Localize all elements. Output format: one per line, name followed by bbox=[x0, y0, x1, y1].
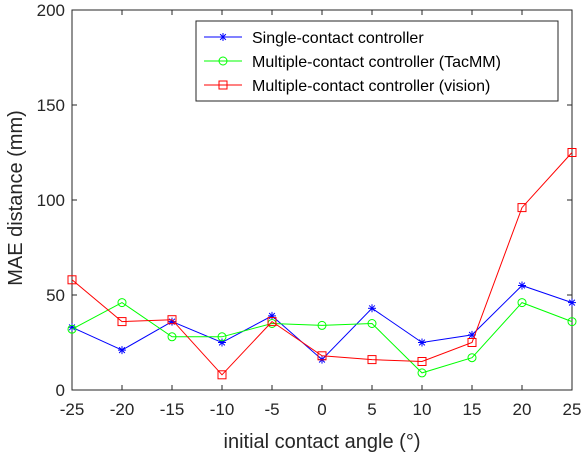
data-point bbox=[217, 370, 227, 380]
legend-marker bbox=[218, 56, 228, 66]
data-point bbox=[367, 319, 377, 328]
y-tick-label: 150 bbox=[37, 96, 65, 115]
x-tick-label: -20 bbox=[110, 400, 135, 419]
y-tick-label: 100 bbox=[37, 191, 65, 210]
data-point bbox=[167, 332, 177, 342]
y-axis-label: MAE distance (mm) bbox=[5, 110, 27, 286]
series-layer bbox=[67, 148, 577, 380]
asterisk-stroke bbox=[518, 282, 526, 289]
x-tick-label: 0 bbox=[317, 400, 326, 419]
x-tick-label: 15 bbox=[463, 400, 482, 419]
data-point bbox=[418, 338, 426, 347]
data-point bbox=[267, 317, 277, 327]
legend-box bbox=[195, 20, 559, 102]
x-tick-label: -5 bbox=[264, 400, 279, 419]
y-tick-label: 50 bbox=[46, 286, 65, 305]
x-tick-label: 20 bbox=[513, 400, 532, 419]
asterisk-stroke bbox=[368, 305, 376, 312]
data-point bbox=[67, 275, 77, 285]
legend-label: Multiple-contact controller (vision) bbox=[252, 78, 490, 95]
data-point bbox=[368, 304, 376, 313]
data-point bbox=[117, 317, 127, 327]
x-tick-label: -10 bbox=[210, 400, 235, 419]
legend-item: Multiple-contact controller (vision) bbox=[204, 78, 490, 95]
asterisk-stroke bbox=[568, 299, 576, 306]
y-tick-label: 0 bbox=[56, 381, 65, 400]
data-point bbox=[417, 368, 427, 378]
x-tick-label: -25 bbox=[60, 400, 85, 419]
legend-item: Single-contact controller bbox=[204, 30, 424, 47]
legend-item: Multiple-contact controller (TacMM) bbox=[204, 54, 501, 71]
asterisk-stroke bbox=[219, 33, 227, 41]
x-axis-label: initial contact angle (°) bbox=[224, 431, 421, 453]
series-line bbox=[71, 152, 573, 376]
legend: Single-contact controller Multiple-contac… bbox=[195, 20, 559, 102]
data-point bbox=[217, 332, 227, 342]
asterisk-stroke bbox=[118, 346, 126, 354]
x-tick-label: -15 bbox=[160, 400, 185, 419]
series-3 bbox=[67, 148, 577, 380]
x-tick-label: 5 bbox=[367, 400, 376, 419]
data-point bbox=[518, 281, 526, 290]
x-tick-label: 25 bbox=[563, 400, 582, 419]
data-point bbox=[467, 338, 477, 347]
legend-marker bbox=[219, 33, 227, 41]
legend-marker bbox=[218, 80, 228, 90]
y-tick-label: 200 bbox=[37, 1, 65, 20]
data-point bbox=[567, 317, 577, 327]
data-point bbox=[367, 355, 377, 365]
data-point bbox=[568, 298, 576, 307]
asterisk-stroke bbox=[418, 339, 426, 346]
data-point bbox=[517, 203, 527, 213]
data-point bbox=[167, 315, 177, 325]
data-point bbox=[118, 346, 126, 355]
data-point bbox=[268, 311, 276, 320]
ticks-layer: -25 -20 -15 -10 -5 0 5 10 15 20 25 0 50 100 150 200 bbox=[37, 1, 582, 419]
series-line bbox=[71, 302, 573, 374]
data-point bbox=[117, 298, 127, 308]
legend-label: Single-contact controller bbox=[252, 30, 424, 47]
data-point bbox=[517, 298, 527, 308]
legend-label: Multiple-contact controller (TacMM) bbox=[252, 54, 501, 71]
data-point bbox=[168, 317, 176, 326]
asterisk-stroke bbox=[468, 331, 476, 339]
data-point bbox=[417, 357, 427, 366]
data-point bbox=[317, 351, 327, 361]
data-point bbox=[467, 353, 477, 363]
data-point bbox=[67, 324, 77, 334]
x-tick-label: 10 bbox=[413, 400, 432, 419]
data-point bbox=[567, 148, 577, 157]
data-point bbox=[317, 320, 327, 330]
